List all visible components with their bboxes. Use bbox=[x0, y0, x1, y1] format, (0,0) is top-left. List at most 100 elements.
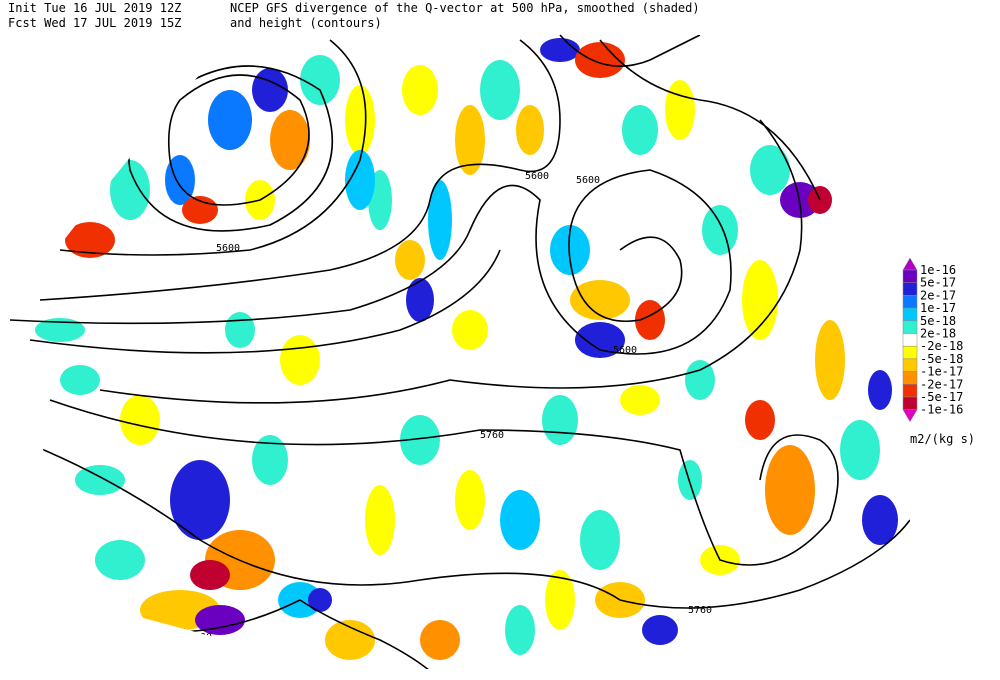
colorbar-box bbox=[902, 333, 918, 347]
shade-blob bbox=[406, 278, 434, 322]
title: NCEP GFS divergence of the Q-vector at 5… bbox=[230, 1, 700, 15]
colorbar-box bbox=[902, 307, 918, 322]
forecast-label: Fcst Wed 17 JUL 2019 15Z bbox=[8, 16, 181, 30]
shade-blob bbox=[545, 570, 575, 630]
shade-blob bbox=[622, 105, 658, 155]
shade-blob bbox=[665, 80, 695, 140]
shade-blob bbox=[678, 460, 702, 500]
shade-blob bbox=[270, 110, 310, 170]
shade-blob bbox=[345, 85, 375, 155]
contour-label: 5760 bbox=[688, 605, 712, 616]
shade-blob bbox=[685, 360, 715, 400]
shade-blob bbox=[402, 65, 438, 115]
colorbar-label: -1e-17 bbox=[920, 365, 963, 379]
shading bbox=[35, 38, 898, 660]
shade-blob bbox=[480, 60, 520, 120]
colorbar-label: 1e-17 bbox=[920, 301, 956, 315]
shade-blob bbox=[868, 370, 892, 410]
shade-blob bbox=[300, 55, 340, 105]
shade-blob bbox=[400, 415, 440, 465]
shade-blob bbox=[345, 150, 375, 210]
colorbar-label: 5e-17 bbox=[920, 276, 956, 290]
shade-blob bbox=[420, 620, 460, 660]
contour-label: 5600 bbox=[576, 175, 600, 186]
shade-blob bbox=[308, 588, 332, 612]
shade-blob bbox=[702, 205, 738, 255]
shade-blob bbox=[195, 605, 245, 635]
shade-blob bbox=[765, 445, 815, 535]
colorbar-label: 1e-16 bbox=[920, 263, 956, 277]
contour-label: 5600 bbox=[216, 243, 240, 254]
contour-label: 5760 bbox=[480, 430, 504, 441]
init-label: Init Tue 16 JUL 2019 12Z bbox=[8, 1, 181, 15]
colorbar-arrow bbox=[902, 409, 918, 423]
shade-blob bbox=[75, 465, 125, 495]
shade-blob bbox=[95, 540, 145, 580]
shade-blob bbox=[862, 495, 898, 545]
colorbar-box bbox=[902, 358, 918, 372]
colorbar-label: 5e-18 bbox=[920, 314, 956, 328]
colorbar-box bbox=[902, 396, 918, 410]
colorbar-label: -1e-16 bbox=[920, 403, 963, 417]
shade-blob bbox=[542, 395, 578, 445]
unit-label: m2/(kg s) bbox=[910, 432, 975, 446]
shade-blob bbox=[190, 560, 230, 590]
shade-blob bbox=[575, 322, 625, 358]
shade-blob bbox=[280, 335, 320, 385]
shade-blob bbox=[428, 180, 452, 260]
shade-blob bbox=[742, 260, 778, 340]
shade-blob bbox=[110, 160, 150, 220]
shade-blob bbox=[395, 240, 425, 280]
shade-blob bbox=[365, 485, 395, 555]
colorbar-box bbox=[902, 384, 918, 398]
shade-blob bbox=[750, 145, 790, 195]
shade-blob bbox=[580, 510, 620, 570]
colorbar-box bbox=[902, 371, 918, 385]
colorbar-label: 2e-17 bbox=[920, 288, 956, 302]
colorbar-label: -2e-17 bbox=[920, 377, 963, 391]
shade-blob bbox=[635, 300, 665, 340]
shade-blob bbox=[170, 460, 230, 540]
shade-blob bbox=[65, 222, 115, 258]
contour-label: 5600 bbox=[525, 171, 549, 182]
shade-blob bbox=[516, 105, 544, 155]
shade-blob bbox=[455, 470, 485, 530]
shade-blob bbox=[550, 225, 590, 275]
shade-blob bbox=[840, 420, 880, 480]
map-area: 5600 5600 5600 5600 5760 5760 5920 bbox=[0, 33, 910, 670]
shade-blob bbox=[225, 312, 255, 348]
shade-blob bbox=[505, 605, 535, 655]
colorbar-box bbox=[902, 269, 918, 283]
subtitle: and height (contours) bbox=[230, 16, 382, 30]
shade-blob bbox=[815, 320, 845, 400]
shade-blob bbox=[500, 490, 540, 550]
contour-label: 5600 bbox=[613, 345, 637, 356]
shade-blob bbox=[60, 365, 100, 395]
shade-blob bbox=[570, 280, 630, 320]
shade-blob bbox=[620, 385, 660, 415]
colorbar-box bbox=[902, 345, 918, 360]
shade-blob bbox=[452, 310, 488, 350]
colorbar-arrow bbox=[902, 257, 918, 271]
shade-blob bbox=[120, 395, 160, 445]
shade-blob bbox=[252, 435, 288, 485]
shade-blob bbox=[745, 400, 775, 440]
colorbar-label: -5e-18 bbox=[920, 352, 963, 366]
shade-blob bbox=[455, 105, 485, 175]
contours bbox=[0, 34, 910, 670]
shade-blob bbox=[35, 318, 85, 342]
colorbar-box bbox=[902, 320, 918, 334]
shade-blob bbox=[642, 615, 678, 645]
shade-blob bbox=[208, 90, 252, 150]
shade-blob bbox=[540, 38, 580, 62]
colorbar-box bbox=[902, 282, 918, 296]
contour-label: 5920 bbox=[188, 632, 212, 643]
colorbar-label: -2e-18 bbox=[920, 339, 963, 353]
shade-blob bbox=[325, 620, 375, 660]
shade-blob bbox=[165, 155, 195, 205]
shade-blob bbox=[575, 42, 625, 78]
colorbar-box bbox=[902, 295, 918, 309]
colorbar: 1e-165e-172e-171e-175e-182e-18-2e-18-5e-… bbox=[902, 257, 963, 423]
shade-blob bbox=[252, 68, 288, 112]
